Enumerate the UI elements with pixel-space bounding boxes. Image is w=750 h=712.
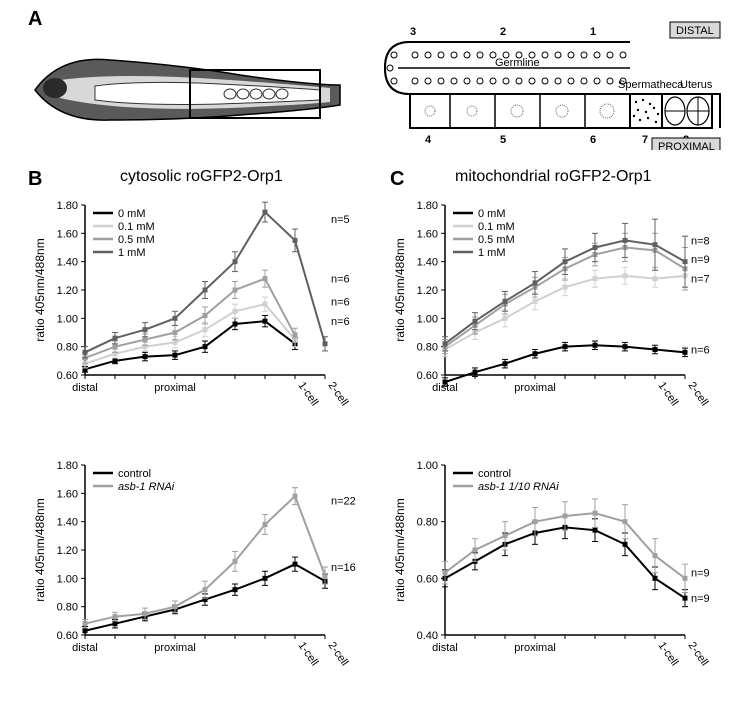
svg-text:0.5 mM: 0.5 mM	[478, 234, 515, 246]
svg-text:1-cell: 1-cell	[656, 640, 681, 668]
svg-text:1 mM: 1 mM	[478, 247, 506, 259]
svg-text:n=5: n=5	[331, 214, 350, 226]
spermatheca-label: Spermatheca	[618, 79, 684, 91]
chart-c1: 0.60 0.80 1.00 1.20 1.40 1.60 1.80 ratio 405nm/…	[390, 190, 730, 430]
svg-text:distal: distal	[72, 382, 98, 394]
region-2: 2	[500, 26, 506, 38]
svg-text:1.80: 1.80	[57, 200, 78, 212]
worm-body	[35, 59, 340, 120]
svg-text:0.5 mM: 0.5 mM	[118, 234, 155, 246]
svg-text:distal: distal	[432, 642, 458, 654]
svg-text:0.60: 0.60	[417, 573, 438, 585]
svg-text:n=6: n=6	[691, 345, 710, 357]
svg-text:proximal: proximal	[514, 382, 556, 394]
svg-text:n=9: n=9	[691, 593, 710, 605]
svg-text:1.00: 1.00	[57, 313, 78, 325]
chart-c2: 0.40 0.60 0.80 1.00 ratio 405nm/488nm distal p…	[390, 450, 730, 690]
svg-text:1.40: 1.40	[417, 257, 438, 269]
svg-text:control: control	[478, 468, 511, 480]
svg-text:2-cell: 2-cell	[686, 640, 711, 668]
svg-text:0.80: 0.80	[417, 517, 438, 529]
svg-text:1.80: 1.80	[417, 200, 438, 212]
region-3: 3	[410, 26, 416, 38]
svg-text:n=9: n=9	[691, 254, 710, 266]
svg-text:0.1 mM: 0.1 mM	[478, 221, 515, 233]
svg-text:1.80: 1.80	[57, 460, 78, 472]
svg-text:1.00: 1.00	[57, 573, 78, 585]
svg-text:n=22: n=22	[331, 495, 356, 507]
svg-text:1.40: 1.40	[57, 257, 78, 269]
svg-text:1.00: 1.00	[417, 313, 438, 325]
svg-text:1 mM: 1 mM	[118, 247, 146, 259]
svg-text:1.60: 1.60	[57, 228, 78, 240]
germline-label: Germline	[495, 57, 540, 69]
chart-b1: 0.60 0.80 1.00 1.20 1.40 1.60 1.80 ratio 405nm/…	[30, 190, 370, 430]
svg-text:0.60: 0.60	[57, 370, 78, 382]
svg-text:n=6: n=6	[331, 316, 350, 328]
region-6: 6	[590, 134, 596, 146]
svg-text:n=9: n=9	[691, 568, 710, 580]
svg-text:0.80: 0.80	[57, 602, 78, 614]
svg-text:0 mM: 0 mM	[118, 208, 146, 220]
svg-text:n=8: n=8	[691, 235, 710, 247]
svg-text:0.60: 0.60	[57, 630, 78, 642]
chart-b2: 0.60 0.80 1.00 1.20 1.40 1.60 1.80 ratio 405nm/…	[30, 450, 370, 690]
gonad-diagram: 1 2 3 4 5 6 7 8 Germline Spermatheca Ute…	[385, 22, 720, 150]
svg-text:2-cell: 2-cell	[686, 380, 711, 408]
region-1: 1	[590, 26, 596, 38]
svg-text:ratio 405nm/488nm: ratio 405nm/488nm	[393, 498, 407, 601]
svg-text:1.60: 1.60	[57, 488, 78, 500]
svg-text:0.1 mM: 0.1 mM	[118, 221, 155, 233]
svg-text:ratio 405nm/488nm: ratio 405nm/488nm	[33, 498, 47, 601]
svg-text:n=7: n=7	[691, 274, 710, 286]
svg-text:proximal: proximal	[154, 642, 196, 654]
svg-text:ratio 405nm/488nm: ratio 405nm/488nm	[33, 238, 47, 341]
svg-text:distal: distal	[72, 642, 98, 654]
svg-text:0.60: 0.60	[417, 370, 438, 382]
svg-text:ratio 405nm/488nm: ratio 405nm/488nm	[393, 238, 407, 341]
svg-text:0.80: 0.80	[57, 342, 78, 354]
panel-a-diagram: 1 2 3 4 5 6 7 8 Germline Spermatheca Ute…	[30, 10, 730, 150]
region-5: 5	[500, 134, 506, 146]
panel-b-label: B	[28, 168, 42, 191]
distal-tag: DISTAL	[676, 25, 714, 37]
svg-text:proximal: proximal	[154, 382, 196, 394]
svg-text:2-cell: 2-cell	[326, 380, 351, 408]
region-4: 4	[425, 134, 432, 146]
panel-b-title: cytosolic roGFP2-Orp1	[120, 168, 283, 186]
region-7: 7	[642, 134, 648, 146]
svg-text:1.20: 1.20	[57, 285, 78, 297]
svg-text:1.20: 1.20	[57, 545, 78, 557]
svg-text:0 mM: 0 mM	[478, 208, 506, 220]
svg-text:2-cell: 2-cell	[326, 640, 351, 668]
panel-c-title: mitochondrial roGFP2-Orp1	[455, 168, 652, 186]
svg-text:0.40: 0.40	[417, 630, 438, 642]
svg-text:1-cell: 1-cell	[296, 380, 321, 408]
svg-text:asb-1 RNAi: asb-1 RNAi	[118, 481, 175, 493]
svg-text:1.60: 1.60	[417, 228, 438, 240]
svg-text:asb-1 1/10 RNAi: asb-1 1/10 RNAi	[478, 481, 559, 493]
svg-text:proximal: proximal	[514, 642, 556, 654]
svg-text:n=6: n=6	[331, 296, 350, 308]
svg-text:1.00: 1.00	[417, 460, 438, 472]
svg-text:control: control	[118, 468, 151, 480]
svg-text:n=16: n=16	[331, 562, 356, 574]
uterus-label: Uterus	[680, 79, 713, 91]
svg-text:1.20: 1.20	[417, 285, 438, 297]
proximal-tag: PROXIMAL	[658, 141, 715, 150]
svg-text:1-cell: 1-cell	[296, 640, 321, 668]
svg-text:0.80: 0.80	[417, 342, 438, 354]
svg-text:1-cell: 1-cell	[656, 380, 681, 408]
svg-text:n=6: n=6	[331, 274, 350, 286]
svg-text:1.40: 1.40	[57, 517, 78, 529]
panel-c-label: C	[390, 168, 404, 191]
